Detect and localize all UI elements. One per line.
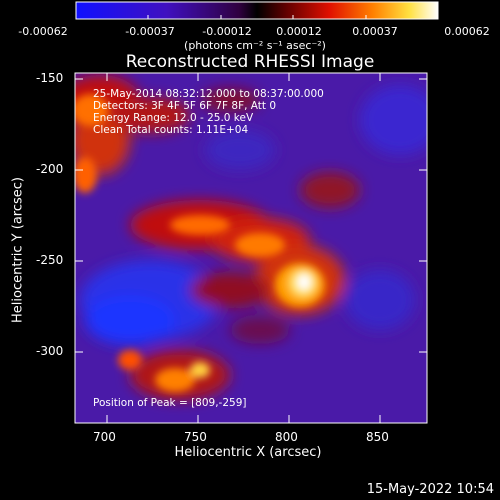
colorbar-gradient: [75, 1, 439, 20]
colorbar-tick-label: 0.00037: [352, 25, 398, 38]
colorbar-tick-label: -0.00037: [125, 25, 175, 38]
x-tick-label: 850: [366, 430, 389, 444]
x-tick-label: 700: [93, 430, 116, 444]
x-axis-label: Heliocentric X (arcsec): [174, 445, 322, 460]
detectors-text: Detectors: 3F 4F 5F 6F 7F 8F, Att 0: [93, 100, 277, 112]
plot-title: Reconstructed RHESSI Image: [125, 52, 375, 72]
peak-position-text: Position of Peak = [809,-259]: [93, 397, 247, 409]
y-tick-label: -150: [36, 71, 64, 85]
y-tick-label: -250: [36, 253, 64, 267]
y-tick-label: -200: [36, 162, 64, 176]
colorbar-units: (photons cm⁻² s⁻¹ asec⁻²): [184, 39, 326, 52]
x-tick-label: 750: [184, 430, 207, 444]
x-tick-label: 800: [275, 430, 298, 444]
energy-range-text: Energy Range: 12.0 - 25.0 keV: [93, 112, 254, 124]
colorbar-tick-label: 0.00012: [276, 25, 322, 38]
clean-counts-text: Clean Total counts: 1.11E+04: [93, 124, 249, 136]
colorbar-tick-label: 0.00062: [444, 25, 490, 38]
time-range-text: 25-May-2014 08:32:12.000 to 08:37:00.000: [93, 88, 324, 100]
colorbar-tick-label: -0.00012: [202, 25, 252, 38]
timestamp: 15-May-2022 10:54: [366, 482, 494, 497]
y-tick-label: -300: [36, 344, 64, 358]
colorbar: [75, 1, 439, 20]
y-axis-label: Heliocentric Y (arcsec): [10, 177, 26, 323]
colorbar-tick-label: -0.00062: [18, 25, 68, 38]
